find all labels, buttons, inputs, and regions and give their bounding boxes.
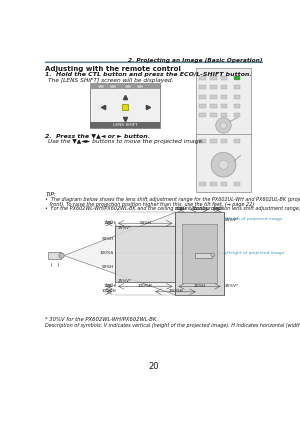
Text: 100%H: 100%H [138, 284, 152, 288]
Text: LENS SHIFT: LENS SHIFT [113, 123, 137, 127]
Text: The [LENS SHIFT] screen will be displayed.: The [LENS SHIFT] screen will be displaye… [48, 78, 174, 83]
Text: 15%H: 15%H [212, 207, 224, 211]
Circle shape [219, 160, 228, 169]
Bar [182, 224, 217, 283]
Bar [200, 85, 206, 89]
Bar [210, 113, 217, 117]
Text: Description of symbols: V indicates vertical (height of the projected image). H : Description of symbols: V indicates vert… [45, 323, 300, 327]
Bar [221, 95, 227, 99]
Text: 25%V*: 25%V* [225, 218, 239, 222]
Bar [200, 76, 206, 80]
Bar [115, 226, 176, 282]
Text: 100%H: 100%H [101, 289, 116, 294]
Bar [122, 104, 128, 110]
Text: Width of projected image: Width of projected image [224, 217, 283, 221]
Bar [210, 95, 217, 99]
Bar [234, 139, 240, 143]
Circle shape [216, 118, 231, 133]
Bar [234, 104, 240, 108]
Text: 15%H: 15%H [103, 221, 116, 225]
Bar [200, 113, 206, 117]
Bar [221, 104, 227, 108]
Bar [200, 104, 206, 108]
Text: 25%V*: 25%V* [118, 279, 132, 283]
Text: 1.  Hold the CTL button and press the ECO/L-SHIFT button.: 1. Hold the CTL button and press the ECO… [45, 72, 252, 77]
Text: 50%H: 50%H [139, 221, 151, 225]
Bar [221, 182, 227, 186]
Bar [125, 85, 131, 88]
Text: front). To raise the projection position higher than this, use the tilt feet. (→: front). To raise the projection position… [45, 202, 254, 207]
Bar [110, 85, 116, 88]
Bar [221, 139, 227, 143]
Bar [48, 252, 61, 259]
Bar [196, 134, 250, 192]
Bar [210, 139, 217, 143]
Bar [90, 83, 160, 89]
Bar [221, 85, 227, 89]
Bar [137, 85, 143, 88]
Text: 100%H: 100%H [168, 289, 183, 294]
Text: Use the ▼▲◄► buttons to move the projected image.: Use the ▼▲◄► buttons to move the project… [48, 139, 204, 143]
Bar [221, 76, 227, 80]
Bar [176, 212, 224, 295]
Bar [90, 83, 160, 128]
Bar [234, 182, 240, 186]
Bar [234, 95, 240, 99]
Text: * 30%V for the PX602WL-WH/PX602WL-BK.: * 30%V for the PX602WL-WH/PX602WL-BK. [45, 316, 158, 321]
Text: 15%H: 15%H [194, 284, 206, 288]
Bar [210, 104, 217, 108]
Text: •  The diagram below shows the lens shift adjustment range for the PX602UL-WH an: • The diagram below shows the lens shift… [45, 197, 300, 202]
Text: Height of projected image: Height of projected image [224, 251, 285, 255]
Text: 2.  Press the ▼▲◄ or ► button.: 2. Press the ▼▲◄ or ► button. [45, 133, 150, 138]
Text: 50%H: 50%H [101, 237, 113, 242]
Circle shape [211, 152, 236, 177]
Text: 100%S: 100%S [99, 251, 113, 255]
Circle shape [211, 253, 214, 257]
Bar [221, 113, 227, 117]
Text: 15%H: 15%H [103, 284, 116, 288]
Text: 50%H: 50%H [101, 265, 113, 269]
Bar [200, 95, 206, 99]
Bar [196, 68, 250, 137]
Text: 15%H: 15%H [175, 207, 187, 211]
Bar [210, 76, 217, 80]
Bar [210, 182, 217, 186]
Text: 25%V*: 25%V* [118, 226, 132, 230]
Bar [200, 182, 206, 186]
Text: TIP:: TIP: [45, 192, 56, 197]
Bar [195, 253, 212, 258]
Bar [200, 139, 206, 143]
Text: 100%H: 100%H [192, 207, 207, 211]
Text: •  For the PX602WL-WH/PX602WL-BK and the ceiling mount/front projection lens shi: • For the PX602WL-WH/PX602WL-BK and the … [45, 206, 300, 212]
Bar [90, 122, 160, 128]
Circle shape [59, 253, 64, 258]
Text: 2. Projecting an Image (Basic Operation): 2. Projecting an Image (Basic Operation) [128, 58, 262, 63]
Bar [210, 85, 217, 89]
Text: Adjusting with the remote control: Adjusting with the remote control [45, 66, 181, 72]
Bar [234, 76, 240, 80]
Text: 20: 20 [148, 362, 159, 371]
Text: 25%V*: 25%V* [225, 284, 239, 288]
Bar [98, 85, 104, 88]
Bar [234, 113, 240, 117]
Circle shape [220, 122, 226, 129]
Bar [234, 85, 240, 89]
Polygon shape [64, 212, 176, 295]
